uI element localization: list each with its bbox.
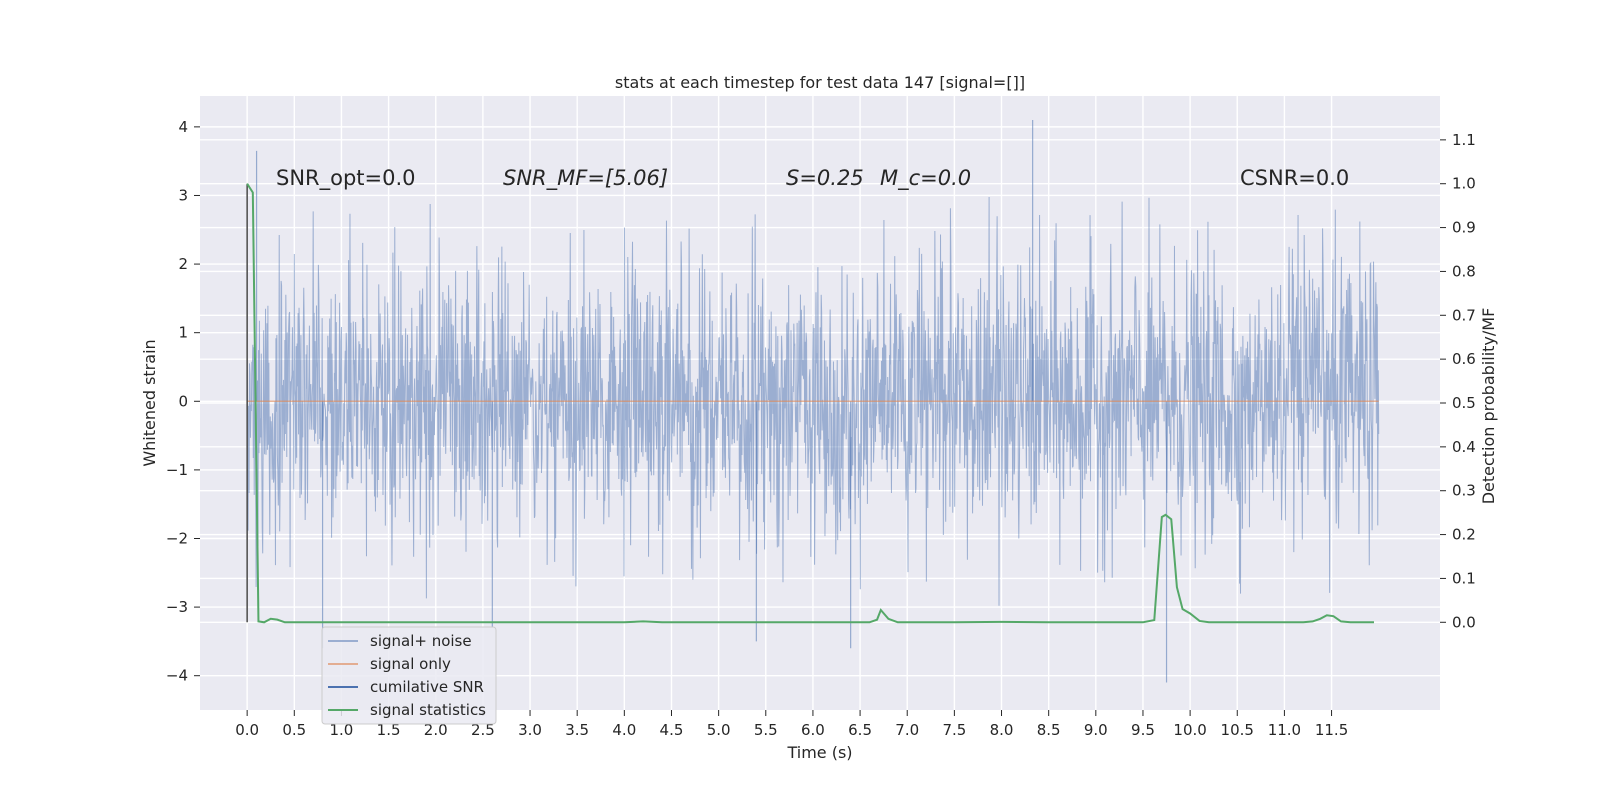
chart-title: stats at each timestep for test data 147… [615, 73, 1025, 92]
x-tick-label-6: 3.0 [518, 721, 542, 739]
annotation-csnr: CSNR=0.0 [1240, 166, 1349, 190]
y2-tick-label-3: 0.8 [1452, 262, 1476, 280]
y2-tick-label-11: 0.0 [1452, 613, 1476, 631]
x-tick-label-1: 0.5 [282, 721, 306, 739]
legend-label-signal-statistics: signal statistics [370, 701, 486, 719]
y2-axis-ticks: 1.1 1.0 0.9 0.8 0.7 0.6 0.5 0.4 0.3 0.2 0.1 0.0 [1440, 131, 1476, 631]
x-tick-label-19: 9.5 [1131, 721, 1155, 739]
legend-label-signal-noise: signal+ noise [370, 632, 472, 650]
y2-tick-label-6: 0.5 [1452, 394, 1476, 412]
x-tick-label-16: 8.0 [990, 721, 1014, 739]
y2-tick-label-0: 1.1 [1452, 131, 1476, 149]
annotation-s: S=0.25 [786, 166, 864, 190]
legend-box [321, 626, 497, 725]
x-tick-label-15: 7.5 [942, 721, 966, 739]
x-tick-label-4: 2.0 [424, 721, 448, 739]
y-tick-label-6: −2 [166, 529, 188, 547]
signal-noise-line [246, 196, 1380, 606]
y-tick-label-0: 4 [178, 118, 188, 136]
y-axis-ticks: 4 3 2 1 0 −1 −2 −3 −4 [166, 118, 200, 685]
y-tick-label-3: 1 [178, 324, 188, 342]
y-tick-label-5: −1 [166, 461, 188, 479]
legend: signal+ noise signal only cumilative SNR… [321, 626, 497, 725]
signal-noise-trace [246, 120, 1380, 683]
x-tick-label-10: 5.0 [707, 721, 731, 739]
y-axis-label: Whitened strain [140, 339, 159, 466]
signal-statistics-line [246, 183, 1374, 624]
x-axis-ticks: 0.0 0.5 1.0 1.5 2.0 2.5 3.0 3.5 4.0 4.5 5.0 5.5 6.0 6… [235, 710, 1348, 739]
x-tick-label-5: 2.5 [471, 721, 495, 739]
x-tick-label-12: 6.0 [801, 721, 825, 739]
x-tick-label-18: 9.0 [1084, 721, 1108, 739]
x-tick-label-22: 11.0 [1268, 721, 1301, 739]
y2-tick-label-2: 0.9 [1452, 219, 1476, 237]
y2-tick-label-10: 0.1 [1452, 569, 1476, 587]
y-tick-label-7: −3 [166, 598, 188, 616]
annotation-snr-opt: SNR_opt=0.0 [276, 166, 416, 191]
x-tick-label-14: 7.0 [895, 721, 919, 739]
x-tick-label-8: 4.0 [612, 721, 636, 739]
annotation-mc: M_c=0.0 [880, 166, 971, 191]
x-tick-label-7: 3.5 [565, 721, 589, 739]
y-tick-label-4: 0 [178, 392, 188, 410]
y2-tick-label-7: 0.4 [1452, 438, 1476, 456]
x-tick-label-2: 1.0 [330, 721, 354, 739]
legend-label-cumulative-snr: cumilative SNR [370, 678, 484, 696]
annotation-snr-mf: SNR_MF=[5.06] [503, 166, 668, 191]
x-tick-label-17: 8.5 [1037, 721, 1061, 739]
y-tick-label-1: 3 [178, 186, 188, 204]
x-tick-label-20: 10.0 [1173, 721, 1206, 739]
y2-tick-label-4: 0.7 [1452, 306, 1476, 324]
x-tick-label-3: 1.5 [377, 721, 401, 739]
y-tick-label-2: 2 [178, 255, 188, 273]
y2-tick-label-8: 0.3 [1452, 482, 1476, 500]
x-tick-label-21: 10.5 [1221, 721, 1254, 739]
x-axis-label: Time (s) [786, 743, 852, 762]
x-tick-label-0: 0.0 [235, 721, 259, 739]
series-lines [246, 183, 1379, 624]
x-tick-label-9: 4.5 [660, 721, 684, 739]
y-tick-label-8: −4 [166, 667, 188, 685]
x-tick-label-11: 5.5 [754, 721, 778, 739]
x-tick-label-13: 6.5 [848, 721, 872, 739]
x-tick-label-23: 11.5 [1315, 721, 1348, 739]
y2-axis-label: Detection probability/MF [1479, 308, 1498, 505]
y2-tick-label-5: 0.6 [1452, 350, 1476, 368]
y2-tick-label-9: 0.2 [1452, 526, 1476, 544]
y2-tick-label-1: 1.0 [1452, 175, 1476, 193]
legend-label-signal-only: signal only [370, 655, 451, 673]
